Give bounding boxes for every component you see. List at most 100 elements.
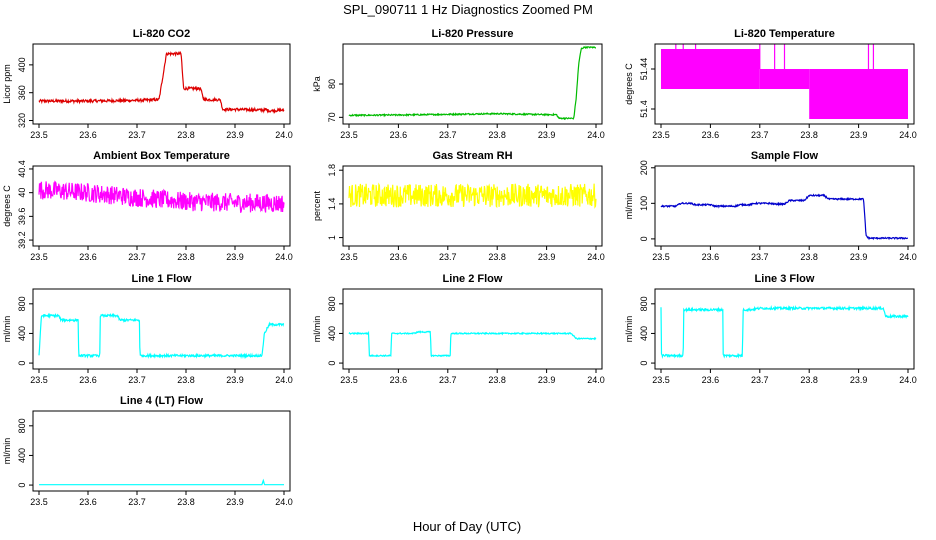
x-tick-label: 23.6 [702,130,720,140]
y-tick-label: 320 [17,113,27,128]
y-axis-label: degrees C [624,63,634,105]
panel-title: Gas Stream RH [432,150,512,162]
data-series-line [348,330,597,358]
y-tick-label: 70 [327,112,337,122]
panel-2: Li-820 Pressure kPa 23.5 23.6 23.7 23.8 23.9 24… [312,28,605,140]
x-tick-label: 23.5 [652,252,670,262]
figure-title: SPL_090711 1 Hz Diagnostics Zoomed PM [343,2,593,17]
x-tick-label: 23.6 [79,375,97,385]
x-tick-label: 23.5 [30,252,48,262]
panel-title: Li-820 Pressure [432,28,514,40]
y-axis-label: ml/min [2,438,12,465]
y-axis-label: degrees C [2,185,12,227]
x-tick-label: 23.5 [340,375,358,385]
series-group [38,50,285,115]
x-tick-label: 23.7 [128,497,146,507]
y-tick-label: 800 [327,296,337,311]
y-tick-label: 800 [639,296,649,311]
x-tick-label: 23.7 [128,130,146,140]
x-tick-label: 23.8 [177,252,195,262]
data-series-line [660,193,908,241]
plot-frame [342,165,603,247]
panel-title: Sample Flow [751,150,819,162]
y-axis-label: ml/min [624,193,634,220]
data-band [759,69,810,89]
x-tick-label: 24.0 [899,252,917,262]
x-tick-label: 23.9 [850,375,868,385]
plot-frame [32,410,291,492]
panel-title: Line 2 Flow [443,273,503,285]
series-group [661,44,908,119]
y-tick-label: 0 [327,361,337,366]
y-tick-label: 39.6 [17,208,27,226]
series-group [348,182,597,209]
data-series-line [348,182,597,209]
y-tick-label: 1 [327,235,337,240]
x-tick-label: 23.5 [30,130,48,140]
x-axis-label: Hour of Day (UTC) [413,519,521,534]
x-tick-label: 23.8 [177,130,195,140]
x-tick-label: 23.7 [751,375,769,385]
y-tick-label: 800 [17,296,27,311]
y-tick-label: 200 [639,160,649,175]
y-axis-label: Licor ppm [2,64,12,104]
plot-frame [342,43,603,125]
panel-1: Li-820 CO2 Licor ppm 23.5 23.6 23.7 23.8 23.9 2… [2,28,293,140]
data-series-line [39,478,284,486]
data-band [661,49,760,89]
panel-title: Li-820 CO2 [133,28,190,40]
plot-frame [342,288,603,370]
x-tick-label: 23.8 [177,497,195,507]
panel-title: Line 4 (LT) Flow [120,395,203,407]
y-tick-label: 1.4 [327,198,337,211]
x-tick-label: 23.9 [226,497,244,507]
data-series-line [348,45,596,121]
panel-title: Ambient Box Temperature [93,150,230,162]
y-tick-label: 51.4 [639,100,649,118]
y-tick-label: 800 [17,418,27,433]
x-tick-label: 23.6 [390,130,408,140]
y-axis-label: ml/min [312,316,322,343]
plot-frame [654,43,915,125]
x-tick-label: 23.8 [488,375,506,385]
series-group [348,45,596,121]
panels-group: Li-820 CO2 Licor ppm 23.5 23.6 23.7 23.8 23.9 2… [2,28,917,507]
series-group [660,304,909,359]
x-tick-label: 23.8 [800,375,818,385]
plot-frame [32,165,291,247]
x-tick-label: 23.5 [30,497,48,507]
data-series-line [660,304,909,359]
data-series-line [38,50,285,115]
plot-frame [32,43,291,125]
x-tick-label: 23.7 [439,252,457,262]
y-tick-label: 51.44 [639,58,649,81]
x-tick-label: 23.7 [439,375,457,385]
y-tick-label: 0 [639,236,649,241]
x-tick-label: 23.7 [751,252,769,262]
x-tick-label: 24.0 [899,375,917,385]
x-tick-label: 24.0 [275,252,293,262]
x-tick-label: 23.8 [800,130,818,140]
x-tick-label: 23.5 [652,130,670,140]
y-tick-label: 400 [17,57,27,72]
x-tick-label: 23.5 [652,375,670,385]
x-tick-label: 23.6 [702,375,720,385]
x-tick-label: 24.0 [275,497,293,507]
x-tick-label: 23.5 [340,130,358,140]
x-tick-label: 24.0 [275,375,293,385]
y-tick-label: 100 [639,196,649,211]
y-axis-label: ml/min [624,316,634,343]
panel-7: Line 1 Flow ml/min 23.5 23.6 23.7 23.8 23.9 24.… [2,273,293,385]
x-tick-label: 23.8 [800,252,818,262]
x-tick-label: 23.6 [79,497,97,507]
plot-frame [654,165,915,247]
plot-frame [654,288,915,370]
y-tick-label: 400 [17,448,27,463]
y-axis-label: ml/min [2,316,12,343]
y-tick-label: 0 [639,361,649,366]
series-group [660,193,908,241]
panel-6: Sample Flow ml/min 23.5 23.6 23.7 23.8 23.9 24.… [624,150,917,262]
y-axis-label: kPa [312,76,322,92]
y-tick-label: 400 [327,326,337,341]
